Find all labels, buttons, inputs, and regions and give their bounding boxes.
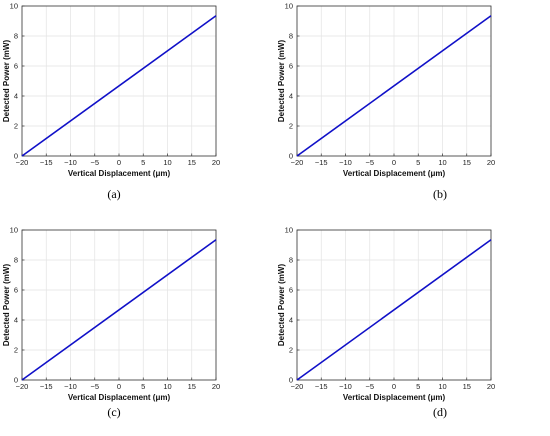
y-tick-label: 4 — [14, 92, 18, 101]
y-tick-label: 2 — [289, 122, 293, 131]
x-tick-label: 20 — [487, 382, 495, 391]
chart-panel-b: −20 −15 −10 −5 0 5 10 15 20 0 2 4 6 8 10 Vertical Displ… — [275, 0, 550, 212]
caption-c: (c) — [107, 405, 121, 419]
x-tick-label: 15 — [463, 382, 471, 391]
x-tick-label: −15 — [40, 158, 53, 167]
y-tick-label: 8 — [14, 32, 18, 41]
x-tick-label: −15 — [40, 382, 53, 391]
x-tick-label: 20 — [212, 158, 220, 167]
x-tick-label: 5 — [416, 382, 420, 391]
y-tick-label: 2 — [14, 346, 18, 355]
x-tick-label: 20 — [487, 158, 495, 167]
x-axis-label: Vertical Displacement (μm) — [68, 393, 171, 402]
series-line — [21, 15, 217, 157]
series-line — [296, 239, 492, 381]
x-tick-label: −20 — [291, 158, 304, 167]
x-tick-label: −5 — [90, 382, 99, 391]
x-tick-label: 0 — [392, 382, 396, 391]
y-tick-label: 8 — [14, 256, 18, 265]
y-tick-label: 6 — [289, 62, 293, 71]
x-tick-label: 15 — [188, 382, 196, 391]
y-axis-label: Detected Power (mW) — [2, 40, 11, 123]
y-tick-label: 4 — [289, 92, 293, 101]
y-tick-label: 6 — [289, 286, 293, 295]
x-tick-label: 15 — [188, 158, 196, 167]
y-tick-label: 0 — [289, 376, 293, 385]
x-tick-label: −10 — [64, 382, 77, 391]
y-tick-label: 0 — [14, 376, 18, 385]
y-tick-label: 10 — [10, 226, 18, 235]
x-tick-label: −5 — [365, 382, 374, 391]
chart-panel-c: −20 −15 −10 −5 0 5 10 15 20 0 2 4 6 8 10 Vertical Displ… — [0, 224, 275, 436]
x-tick-label: 10 — [163, 382, 171, 391]
chart-panel-d: −20 −15 −10 −5 0 5 10 15 20 0 2 4 6 8 10 Vertical Displ… — [275, 224, 550, 436]
x-tick-label: 20 — [212, 382, 220, 391]
chart-panel-a: −20 −15 −10 −5 0 5 10 15 20 0 2 4 6 8 10 Vertical Displ… — [0, 0, 275, 212]
x-tick-label: −10 — [64, 158, 77, 167]
caption-a: (a) — [107, 187, 121, 201]
series-line — [21, 239, 217, 381]
x-axis-label: Vertical Displacement (μm) — [343, 169, 446, 178]
x-tick-label: 5 — [416, 158, 420, 167]
x-axis-label: Vertical Displacement (μm) — [68, 169, 171, 178]
x-tick-label: 5 — [141, 158, 145, 167]
x-tick-label: −15 — [315, 158, 328, 167]
y-tick-label: 4 — [289, 316, 293, 325]
y-tick-label: 8 — [289, 256, 293, 265]
x-tick-label: −20 — [16, 382, 29, 391]
y-tick-label: 2 — [289, 346, 293, 355]
y-tick-label: 10 — [10, 2, 18, 11]
y-tick-label: 6 — [14, 286, 18, 295]
y-tick-label: 4 — [14, 316, 18, 325]
x-tick-label: −5 — [365, 158, 374, 167]
x-axis-label: Vertical Displacement (μm) — [343, 393, 446, 402]
x-tick-label: 10 — [438, 382, 446, 391]
y-axis-label: Detected Power (mW) — [2, 264, 11, 347]
x-tick-label: 10 — [438, 158, 446, 167]
y-axis-label: Detected Power (mW) — [277, 264, 286, 347]
x-tick-label: 10 — [163, 158, 171, 167]
chart-a: −20 −15 −10 −5 0 5 10 15 20 0 2 4 6 8 10 Vertical Displ… — [2, 2, 220, 178]
x-tick-label: −10 — [339, 158, 352, 167]
x-tick-label: 0 — [392, 158, 396, 167]
x-tick-label: 5 — [141, 382, 145, 391]
y-axis-label: Detected Power (mW) — [277, 40, 286, 123]
y-tick-label: 10 — [285, 226, 293, 235]
y-tick-label: 2 — [14, 122, 18, 131]
x-tick-label: 15 — [463, 158, 471, 167]
x-tick-label: −5 — [90, 158, 99, 167]
chart-c: −20 −15 −10 −5 0 5 10 15 20 0 2 4 6 8 10 Vertical Displ… — [2, 226, 220, 402]
x-tick-label: −10 — [339, 382, 352, 391]
x-tick-label: 0 — [117, 158, 121, 167]
chart-d: −20 −15 −10 −5 0 5 10 15 20 0 2 4 6 8 10 Vertical Displ… — [277, 226, 495, 402]
x-tick-label: −20 — [16, 158, 29, 167]
caption-b: (b) — [433, 187, 447, 201]
series-line — [296, 15, 492, 157]
chart-b: −20 −15 −10 −5 0 5 10 15 20 0 2 4 6 8 10 Vertical Displ… — [277, 2, 495, 178]
y-tick-label: 6 — [14, 62, 18, 71]
caption-d: (d) — [433, 405, 447, 419]
x-tick-label: −15 — [315, 382, 328, 391]
y-tick-label: 0 — [289, 152, 293, 161]
y-tick-label: 10 — [285, 2, 293, 11]
x-tick-label: 0 — [117, 382, 121, 391]
y-tick-label: 8 — [289, 32, 293, 41]
y-tick-label: 0 — [14, 152, 18, 161]
x-tick-label: −20 — [291, 382, 304, 391]
